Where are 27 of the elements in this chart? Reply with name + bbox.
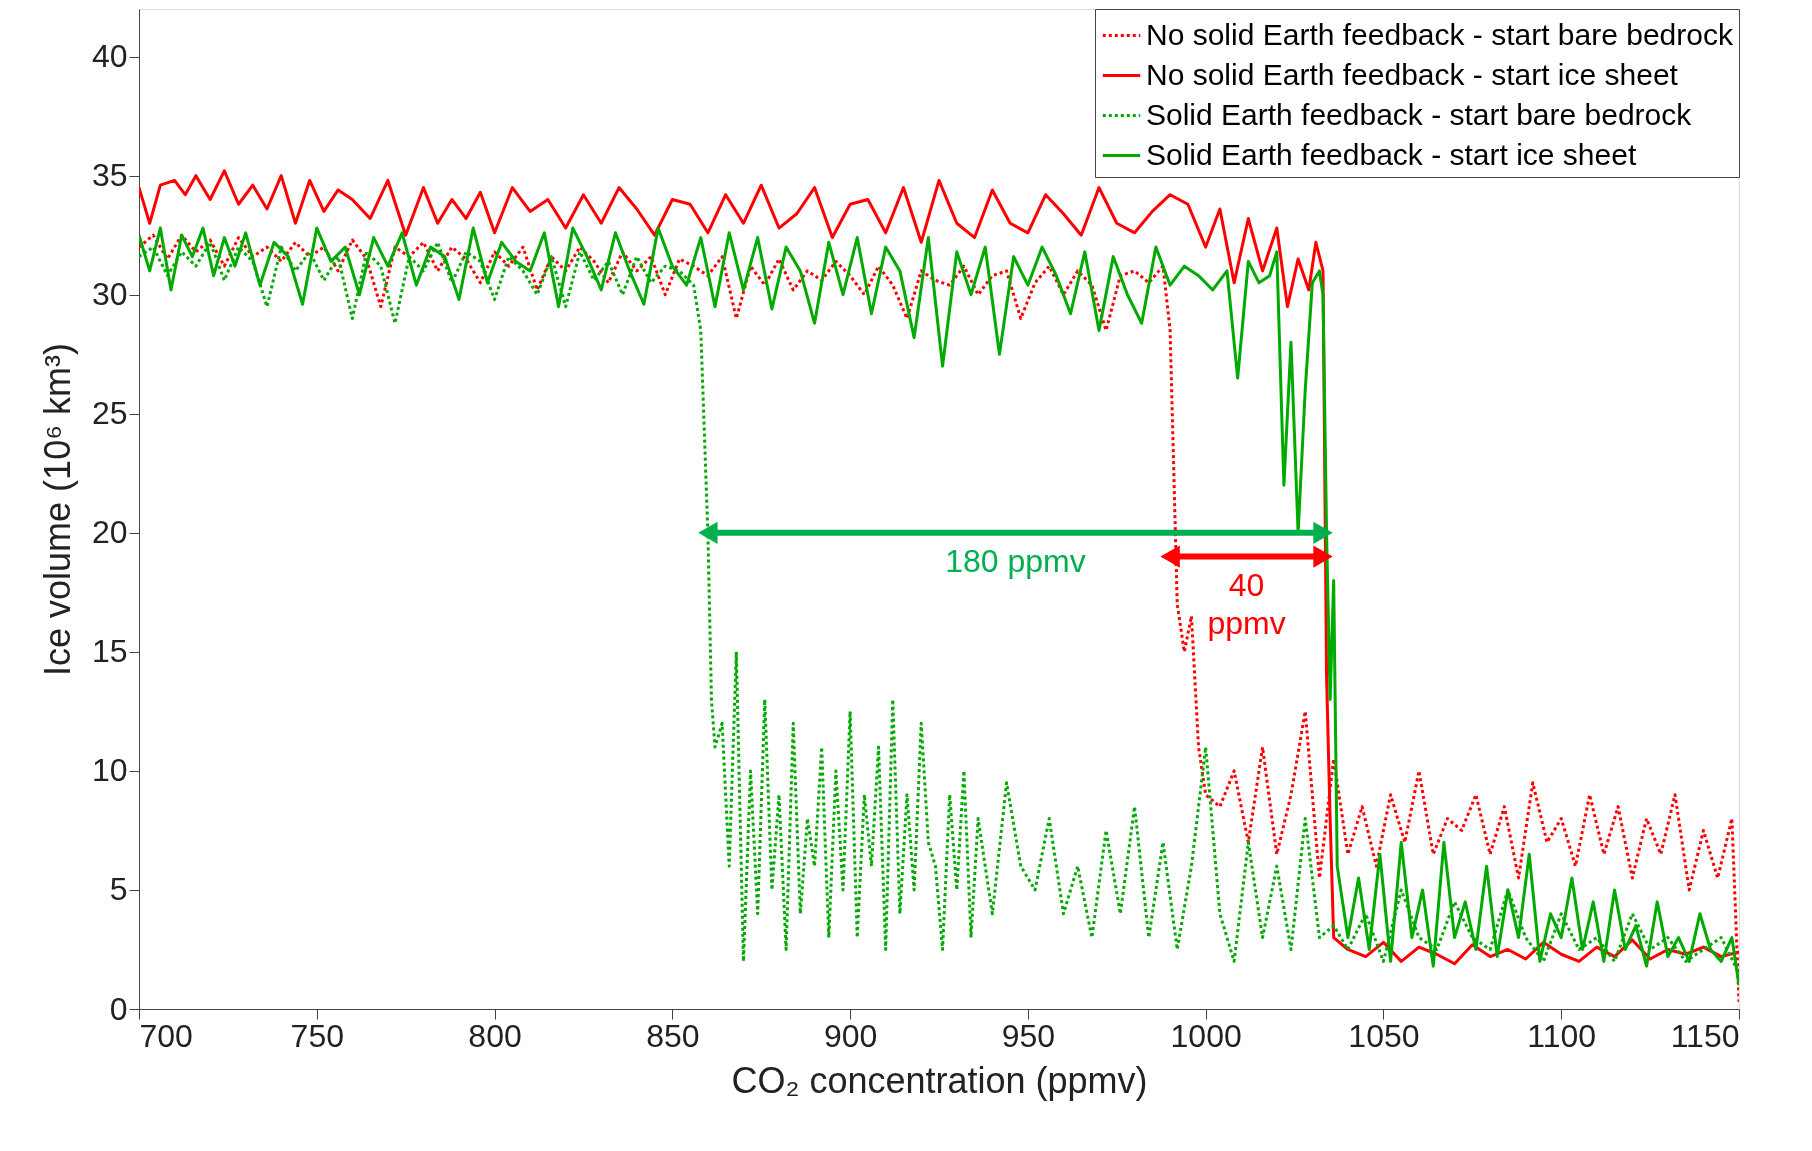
y-tick-label: 10: [91, 752, 128, 789]
legend-label: No solid Earth feedback - start ice sheet: [1146, 57, 1679, 91]
y-tick-label: 0: [109, 990, 128, 1027]
y-tick-label: 25: [91, 395, 128, 432]
legend-label: Solid Earth feedback - start ice sheet: [1146, 137, 1637, 171]
x-tick-label: 750: [290, 1017, 344, 1054]
annotation: 40 ppmv: [1207, 566, 1286, 641]
y-tick-label: 30: [91, 276, 128, 313]
x-tick-label: 950: [1001, 1017, 1056, 1054]
x-tick-label: 800: [468, 1017, 522, 1054]
y-tick-label: 35: [91, 157, 128, 194]
legend-label: No solid Earth feedback - start bare bedrock: [1146, 17, 1734, 51]
x-tick-label: 1150: [1670, 1017, 1740, 1054]
x-axis-title: CO₂ concentration (ppmv): [731, 1059, 1148, 1101]
x-tick-label: 900: [823, 1017, 878, 1054]
y-tick-label: 20: [91, 514, 128, 551]
y-tick-label: 40: [91, 38, 128, 75]
y-tick-label: 5: [109, 871, 128, 908]
annotation: 180 ppmv: [945, 542, 1086, 579]
legend-label: Solid Earth feedback - start bare bedrock: [1146, 97, 1693, 131]
x-tick-label: 1000: [1170, 1017, 1242, 1054]
x-tick-label: 850: [646, 1017, 700, 1054]
x-tick-label: 700: [139, 1017, 193, 1054]
y-tick-label: 15: [91, 633, 128, 670]
x-tick-label: 1100: [1527, 1017, 1597, 1054]
x-tick-label: 1050: [1348, 1017, 1420, 1054]
y-axis-title: Ice volume (10⁶ km³): [36, 343, 78, 676]
